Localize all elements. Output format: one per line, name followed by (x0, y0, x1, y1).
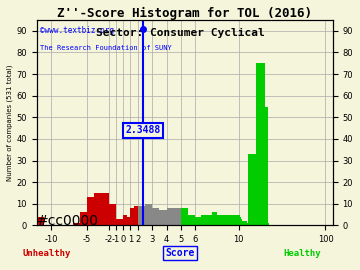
Bar (242, 221, 243, 225)
Bar (130, 208, 134, 225)
Bar (37, 217, 44, 225)
Bar (201, 215, 206, 225)
Text: Healthy: Healthy (284, 249, 321, 258)
Bar (247, 223, 248, 225)
Bar (206, 215, 212, 225)
Bar (94, 193, 102, 225)
Bar (217, 215, 222, 225)
Bar (244, 221, 245, 225)
Y-axis label: Number of companies (531 total): Number of companies (531 total) (7, 65, 13, 181)
Bar (145, 204, 152, 225)
Bar (241, 219, 242, 225)
Bar (159, 210, 167, 225)
Bar (127, 217, 130, 225)
Bar (228, 215, 233, 225)
Bar (246, 221, 247, 225)
Bar (265, 106, 268, 225)
Bar (268, 223, 269, 225)
Text: Score: Score (165, 248, 195, 258)
Bar (195, 217, 201, 225)
Bar (116, 219, 123, 225)
Bar (240, 217, 241, 225)
Bar (212, 212, 217, 225)
Bar (73, 223, 80, 225)
Bar (123, 215, 127, 225)
Text: #cc0000: #cc0000 (37, 214, 99, 228)
Bar (181, 208, 188, 225)
Title: Z''-Score Histogram for TOL (2016): Z''-Score Histogram for TOL (2016) (57, 7, 312, 20)
Bar (167, 208, 174, 225)
Bar (188, 215, 195, 225)
Text: Sector: Consumer Cyclical: Sector: Consumer Cyclical (96, 28, 264, 38)
Bar (243, 221, 244, 225)
Text: The Research Foundation of SUNY: The Research Foundation of SUNY (40, 45, 171, 51)
Bar (233, 215, 239, 225)
Bar (245, 221, 246, 225)
Bar (134, 206, 138, 225)
Bar (256, 63, 265, 225)
Bar (222, 215, 228, 225)
Bar (239, 215, 240, 225)
Bar (109, 204, 116, 225)
Bar (138, 206, 145, 225)
Bar (174, 208, 181, 225)
Text: 2.3488: 2.3488 (125, 125, 160, 135)
Text: ©www.textbiz.org: ©www.textbiz.org (40, 26, 113, 35)
Text: Unhealthy: Unhealthy (23, 249, 71, 258)
Bar (152, 208, 159, 225)
Bar (102, 193, 109, 225)
Bar (87, 197, 94, 225)
Bar (248, 154, 256, 225)
Bar (80, 212, 87, 225)
